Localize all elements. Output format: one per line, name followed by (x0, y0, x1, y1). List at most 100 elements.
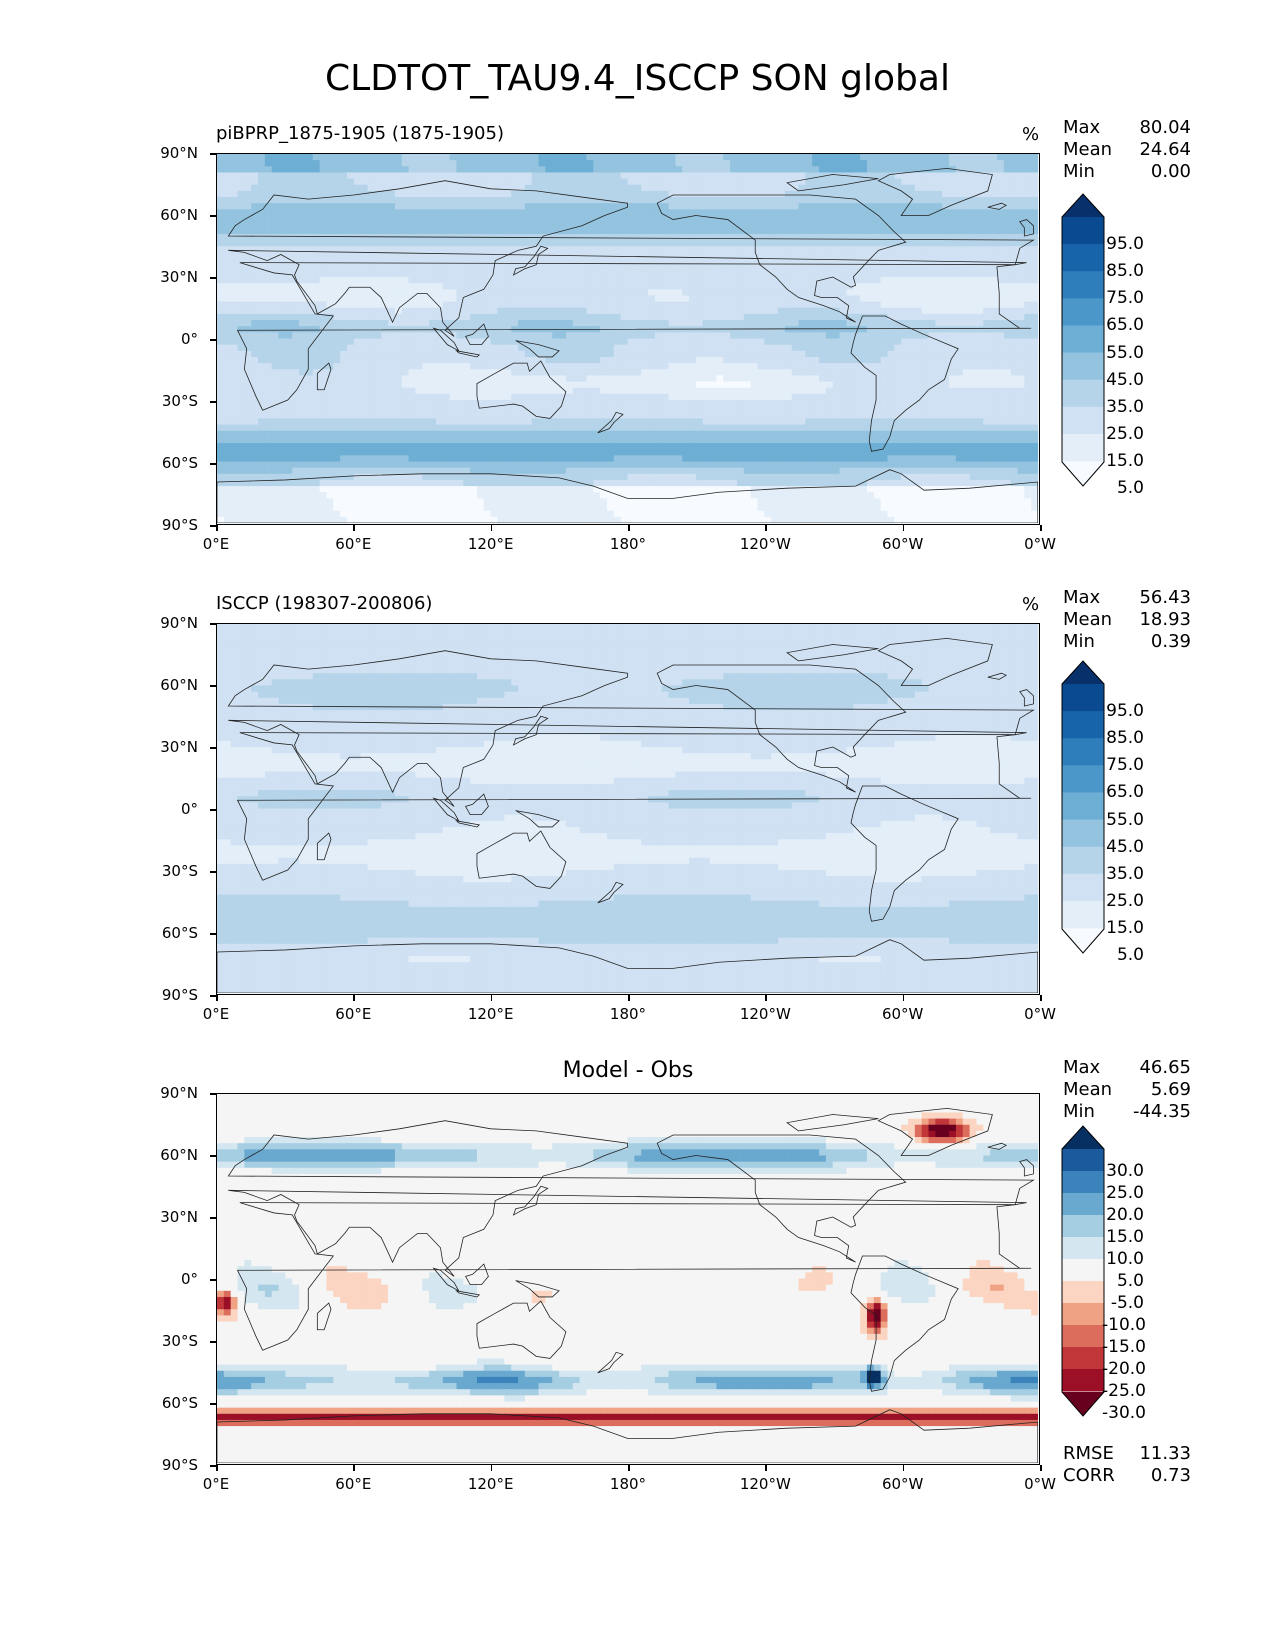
coastline (786, 644, 879, 662)
x-tick-label: 60°E (313, 535, 393, 553)
coastline (656, 194, 907, 323)
colorbar-label: 20.0 (1102, 1205, 1144, 1225)
colorbar-extend-max (1062, 1126, 1104, 1149)
x-tick-mark (1040, 525, 1042, 531)
colorbar-label: 5.0 (1102, 1271, 1144, 1291)
x-tick-label: 180° (588, 1005, 668, 1023)
coastline (515, 810, 560, 828)
coastline (227, 180, 1035, 337)
coastline (515, 340, 560, 358)
colorbar-bin (1062, 1193, 1104, 1216)
colorbar-label: 15.0 (1102, 1227, 1144, 1247)
y-tick-label: 90°N (138, 614, 198, 632)
x-tick-mark (765, 525, 767, 531)
panel-diff-error-stats: RMSE 11.33 CORR 0.73 (1063, 1443, 1191, 1487)
y-tick-mark (210, 153, 216, 155)
y-tick-mark (210, 1279, 216, 1281)
coastline (597, 1351, 624, 1374)
y-tick-mark (210, 1093, 216, 1095)
colorbar-bin (1062, 433, 1104, 462)
coastline (512, 715, 549, 746)
colorbar-bin (1062, 406, 1104, 435)
coastline (1019, 219, 1034, 237)
coastline (1019, 689, 1034, 707)
coastline (455, 1290, 481, 1298)
y-tick-label: 90°S (138, 516, 198, 534)
y-tick-mark (210, 685, 216, 687)
coastline (465, 793, 489, 816)
x-tick-label: 120°E (451, 1475, 531, 1493)
coastline (597, 881, 624, 904)
colorbar-bin (1062, 352, 1104, 381)
y-tick-mark (210, 1341, 216, 1343)
y-tick-label: 30°N (138, 268, 198, 286)
colorbar-bin (1062, 765, 1104, 793)
x-tick-label: 60°W (863, 1475, 943, 1493)
coastline (877, 637, 993, 686)
colorbar-bin (1062, 1215, 1104, 1238)
y-tick-mark (210, 277, 216, 279)
colorbar-bin (1062, 379, 1104, 408)
coastline (432, 327, 460, 352)
panel-model-map (216, 153, 1040, 525)
coastline (987, 672, 1007, 680)
x-tick-label: 0°W (1000, 535, 1080, 553)
colorbar-bin (1062, 1303, 1104, 1326)
x-tick-label: 60°E (313, 1005, 393, 1023)
colorbar-label: 55.0 (1102, 343, 1144, 363)
y-tick-mark (210, 215, 216, 217)
x-tick-mark (216, 525, 218, 531)
colorbar-label: 5.0 (1102, 945, 1144, 965)
coastline (316, 362, 332, 391)
colorbar-label: 5.0 (1102, 478, 1144, 498)
coastline (877, 1107, 993, 1156)
colorbar-label: -30.0 (1102, 1403, 1146, 1423)
y-tick-label: 0° (138, 330, 198, 348)
contour-field (217, 624, 1038, 993)
panel-model-units: % (1022, 124, 1039, 145)
coastline (987, 202, 1007, 210)
x-tick-mark (765, 995, 767, 1001)
coastline (217, 1409, 1038, 1463)
colorbar-label: -25.0 (1102, 1381, 1146, 1401)
coastline (656, 1134, 907, 1263)
coastline (515, 1280, 560, 1298)
colorbar-extend-min (1062, 929, 1104, 953)
coastline (512, 245, 549, 276)
coastline (465, 1263, 489, 1286)
x-tick-mark (216, 1465, 218, 1471)
colorbar-bin (1062, 1281, 1104, 1304)
coastline (476, 360, 567, 419)
coastline (217, 469, 1038, 523)
y-tick-mark (210, 809, 216, 811)
x-tick-mark (1040, 995, 1042, 1001)
contour-field (217, 1094, 1038, 1463)
y-tick-mark (210, 995, 216, 997)
y-tick-mark (210, 1465, 216, 1467)
y-tick-label: 0° (138, 1270, 198, 1288)
coastline (850, 1255, 959, 1392)
x-tick-label: 60°W (863, 535, 943, 553)
coastline (512, 1185, 549, 1216)
colorbar-bin (1062, 792, 1104, 821)
y-tick-mark (210, 401, 216, 403)
x-tick-mark (902, 1465, 905, 1471)
colorbar-bin (1062, 711, 1104, 739)
colorbar-extend-max (1062, 661, 1104, 684)
panel-model-stats: Max 80.04 Mean 24.64 Min 0.00 (1063, 117, 1191, 183)
colorbar-extend-max (1062, 194, 1104, 217)
x-tick-label: 0°E (176, 1475, 256, 1493)
coastline (476, 830, 567, 889)
x-tick-mark (490, 525, 493, 531)
x-tick-mark (490, 995, 493, 1001)
colorbar-label: 35.0 (1102, 397, 1144, 417)
y-tick-mark (210, 339, 216, 341)
colorbar-bin (1062, 217, 1104, 245)
y-tick-label: 60°N (138, 676, 198, 694)
x-tick-mark (765, 1465, 767, 1471)
x-tick-mark (1040, 1465, 1042, 1471)
colorbar-label: 10.0 (1102, 1249, 1144, 1269)
coastline (455, 820, 481, 828)
coastline (227, 1120, 1035, 1277)
x-tick-mark (628, 1465, 630, 1471)
